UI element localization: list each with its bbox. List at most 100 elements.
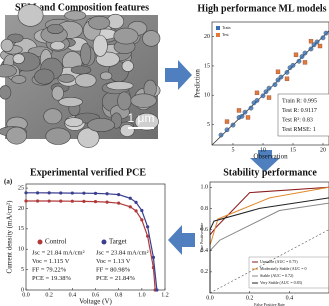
legend-swatch [216, 26, 220, 30]
point [255, 91, 259, 95]
point [140, 218, 143, 221]
point [24, 191, 27, 194]
point [276, 70, 280, 74]
arrow [165, 60, 192, 90]
grain [65, 118, 83, 127]
point [94, 192, 97, 195]
x-tick-label: 0.4 [286, 295, 294, 301]
y-tick-label: 20 [204, 34, 210, 40]
point [225, 120, 229, 124]
point [36, 199, 39, 202]
y-tick-label: 10 [204, 93, 210, 99]
point [71, 191, 74, 194]
legend-marker [102, 240, 107, 245]
annotation: Test RMSE: 1 [282, 127, 316, 133]
y-tick-label: 5 [21, 267, 24, 273]
point [134, 209, 137, 212]
point [152, 256, 155, 259]
annotation: PCE = 21.84% [96, 275, 135, 282]
annotation: FF = 80.98% [96, 266, 131, 273]
point [82, 192, 85, 195]
grain [7, 127, 27, 144]
grain [81, 43, 91, 64]
figure: SEM and Composition features 1 μm High p… [0, 0, 329, 306]
annotation: PCE = 19.38% [32, 275, 71, 282]
point [261, 94, 265, 98]
grain [59, 97, 83, 106]
point [303, 60, 307, 64]
x-tick-label: 20 [320, 147, 326, 153]
point [321, 36, 325, 40]
point [318, 44, 322, 48]
x-tick-label: 0.2 [45, 292, 53, 298]
y-axis-label: True Positive Rate [199, 222, 204, 252]
y-tick-label: 10 [18, 247, 24, 253]
y-tick-label: 0.8 [201, 206, 209, 212]
chart-title: Experimental verified PCE [30, 167, 146, 178]
grain [107, 82, 133, 90]
grain [100, 72, 112, 80]
grain [71, 66, 91, 74]
grain [18, 4, 43, 26]
y-axis-label: Prediction [194, 69, 202, 98]
annotation: FF = 79.22% [32, 266, 67, 273]
point [48, 199, 51, 202]
point [105, 201, 108, 204]
x-tick-label: 0.8 [115, 292, 123, 298]
legend-label: Train [222, 25, 231, 30]
grain [13, 54, 24, 64]
point [291, 63, 295, 67]
grain [118, 92, 132, 110]
point [231, 123, 235, 127]
point [246, 115, 250, 119]
grain [75, 74, 96, 87]
x-tick-label: 1.0 [138, 292, 146, 298]
annotation: Test R: 0.9117 [282, 108, 317, 114]
arrow [168, 225, 195, 255]
annotation: Jsc = 23.84 mA/cm² [96, 249, 149, 256]
point [134, 201, 137, 204]
x-axis-label: False Positive Rate [254, 302, 285, 306]
point [309, 39, 313, 43]
point [249, 106, 253, 110]
y-tick-label: 0.2 [201, 269, 209, 275]
x-axis-label: Observation [253, 153, 288, 161]
grain [51, 41, 65, 50]
point [300, 54, 304, 58]
point [273, 82, 277, 86]
y-axis-label: Current density (mA/cm²) [6, 200, 14, 274]
grain [59, 74, 75, 82]
grain [52, 86, 64, 100]
grain [65, 11, 86, 20]
sem-image [0, 4, 160, 147]
point [155, 288, 158, 291]
point [117, 202, 120, 205]
annotation: Jsc = 21.84 mA/cm² [32, 249, 85, 256]
y-tick-label: 15 [204, 63, 210, 69]
grain [88, 118, 115, 131]
point [240, 114, 244, 118]
point [82, 200, 85, 203]
point [59, 200, 62, 203]
legend-label: Test [222, 32, 229, 37]
legend-label: Target [109, 238, 127, 246]
grain [122, 61, 134, 72]
point [59, 191, 62, 194]
point [129, 197, 132, 200]
legend-label: Unstable (AUC = 0.75) [260, 259, 298, 264]
grain [131, 94, 157, 108]
grain [47, 24, 63, 33]
x-tick-label: 1.2 [161, 292, 169, 298]
point [117, 193, 120, 196]
grain [114, 28, 138, 44]
grain [1, 39, 13, 52]
point [36, 191, 39, 194]
point [267, 86, 271, 90]
point [303, 51, 307, 55]
point [264, 90, 268, 94]
legend-marker [38, 240, 43, 245]
point [219, 133, 223, 137]
legend-label: Very Stable (AUC = 0.83) [260, 280, 303, 285]
grain [120, 124, 134, 136]
y-tick-label: 15 [18, 226, 24, 232]
